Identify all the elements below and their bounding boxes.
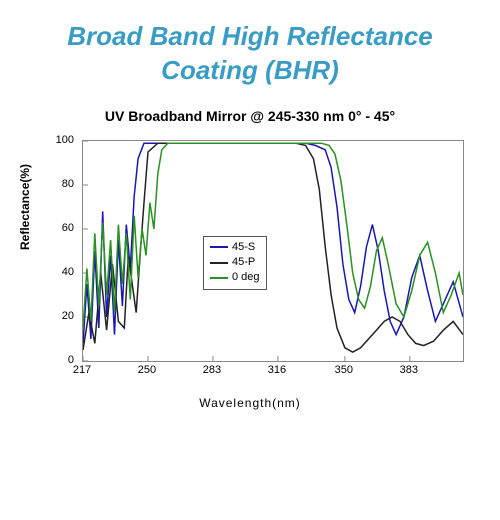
x-ticks: 217250283316350383 <box>82 364 462 380</box>
legend-item: 45-S <box>210 240 260 255</box>
y-axis-label: Reflectance(%) <box>18 164 32 250</box>
chart-title: UV Broadband Mirror @ 245-330 nm 0° - 45… <box>0 108 500 124</box>
series-45-S <box>83 143 463 343</box>
x-tick-label: 350 <box>335 364 353 376</box>
legend-swatch <box>210 262 228 264</box>
y-tick-label: 60 <box>62 222 74 234</box>
x-tick-label: 250 <box>138 364 156 376</box>
x-tick-label: 383 <box>400 364 418 376</box>
x-tick-label: 316 <box>268 364 286 376</box>
y-tick-label: 40 <box>62 266 74 278</box>
y-tick-label: 20 <box>62 310 74 322</box>
legend-swatch <box>210 246 228 248</box>
legend-label: 45-S <box>232 240 255 255</box>
legend: 45-S45-P0 deg <box>203 236 267 290</box>
y-tick-label: 100 <box>56 134 74 146</box>
y-ticks: 020406080100 <box>50 140 78 360</box>
x-tick-label: 283 <box>203 364 221 376</box>
chart-area: Reflectance(%) 020406080100 45-S45-P0 de… <box>10 130 490 430</box>
x-axis-label: Wavelength(nm) <box>10 396 490 410</box>
y-tick-label: 80 <box>62 178 74 190</box>
plot-region: 45-S45-P0 deg <box>82 140 464 362</box>
legend-item: 45-P <box>210 255 260 270</box>
chart-svg <box>83 141 463 361</box>
legend-swatch <box>210 277 228 279</box>
legend-label: 45-P <box>232 255 255 270</box>
legend-item: 0 deg <box>210 270 260 285</box>
page-title: Broad Band High Reflectance Coating (BHR… <box>20 20 480 88</box>
series-0 deg <box>83 143 463 328</box>
x-tick-label: 217 <box>73 364 91 376</box>
legend-label: 0 deg <box>232 270 260 285</box>
